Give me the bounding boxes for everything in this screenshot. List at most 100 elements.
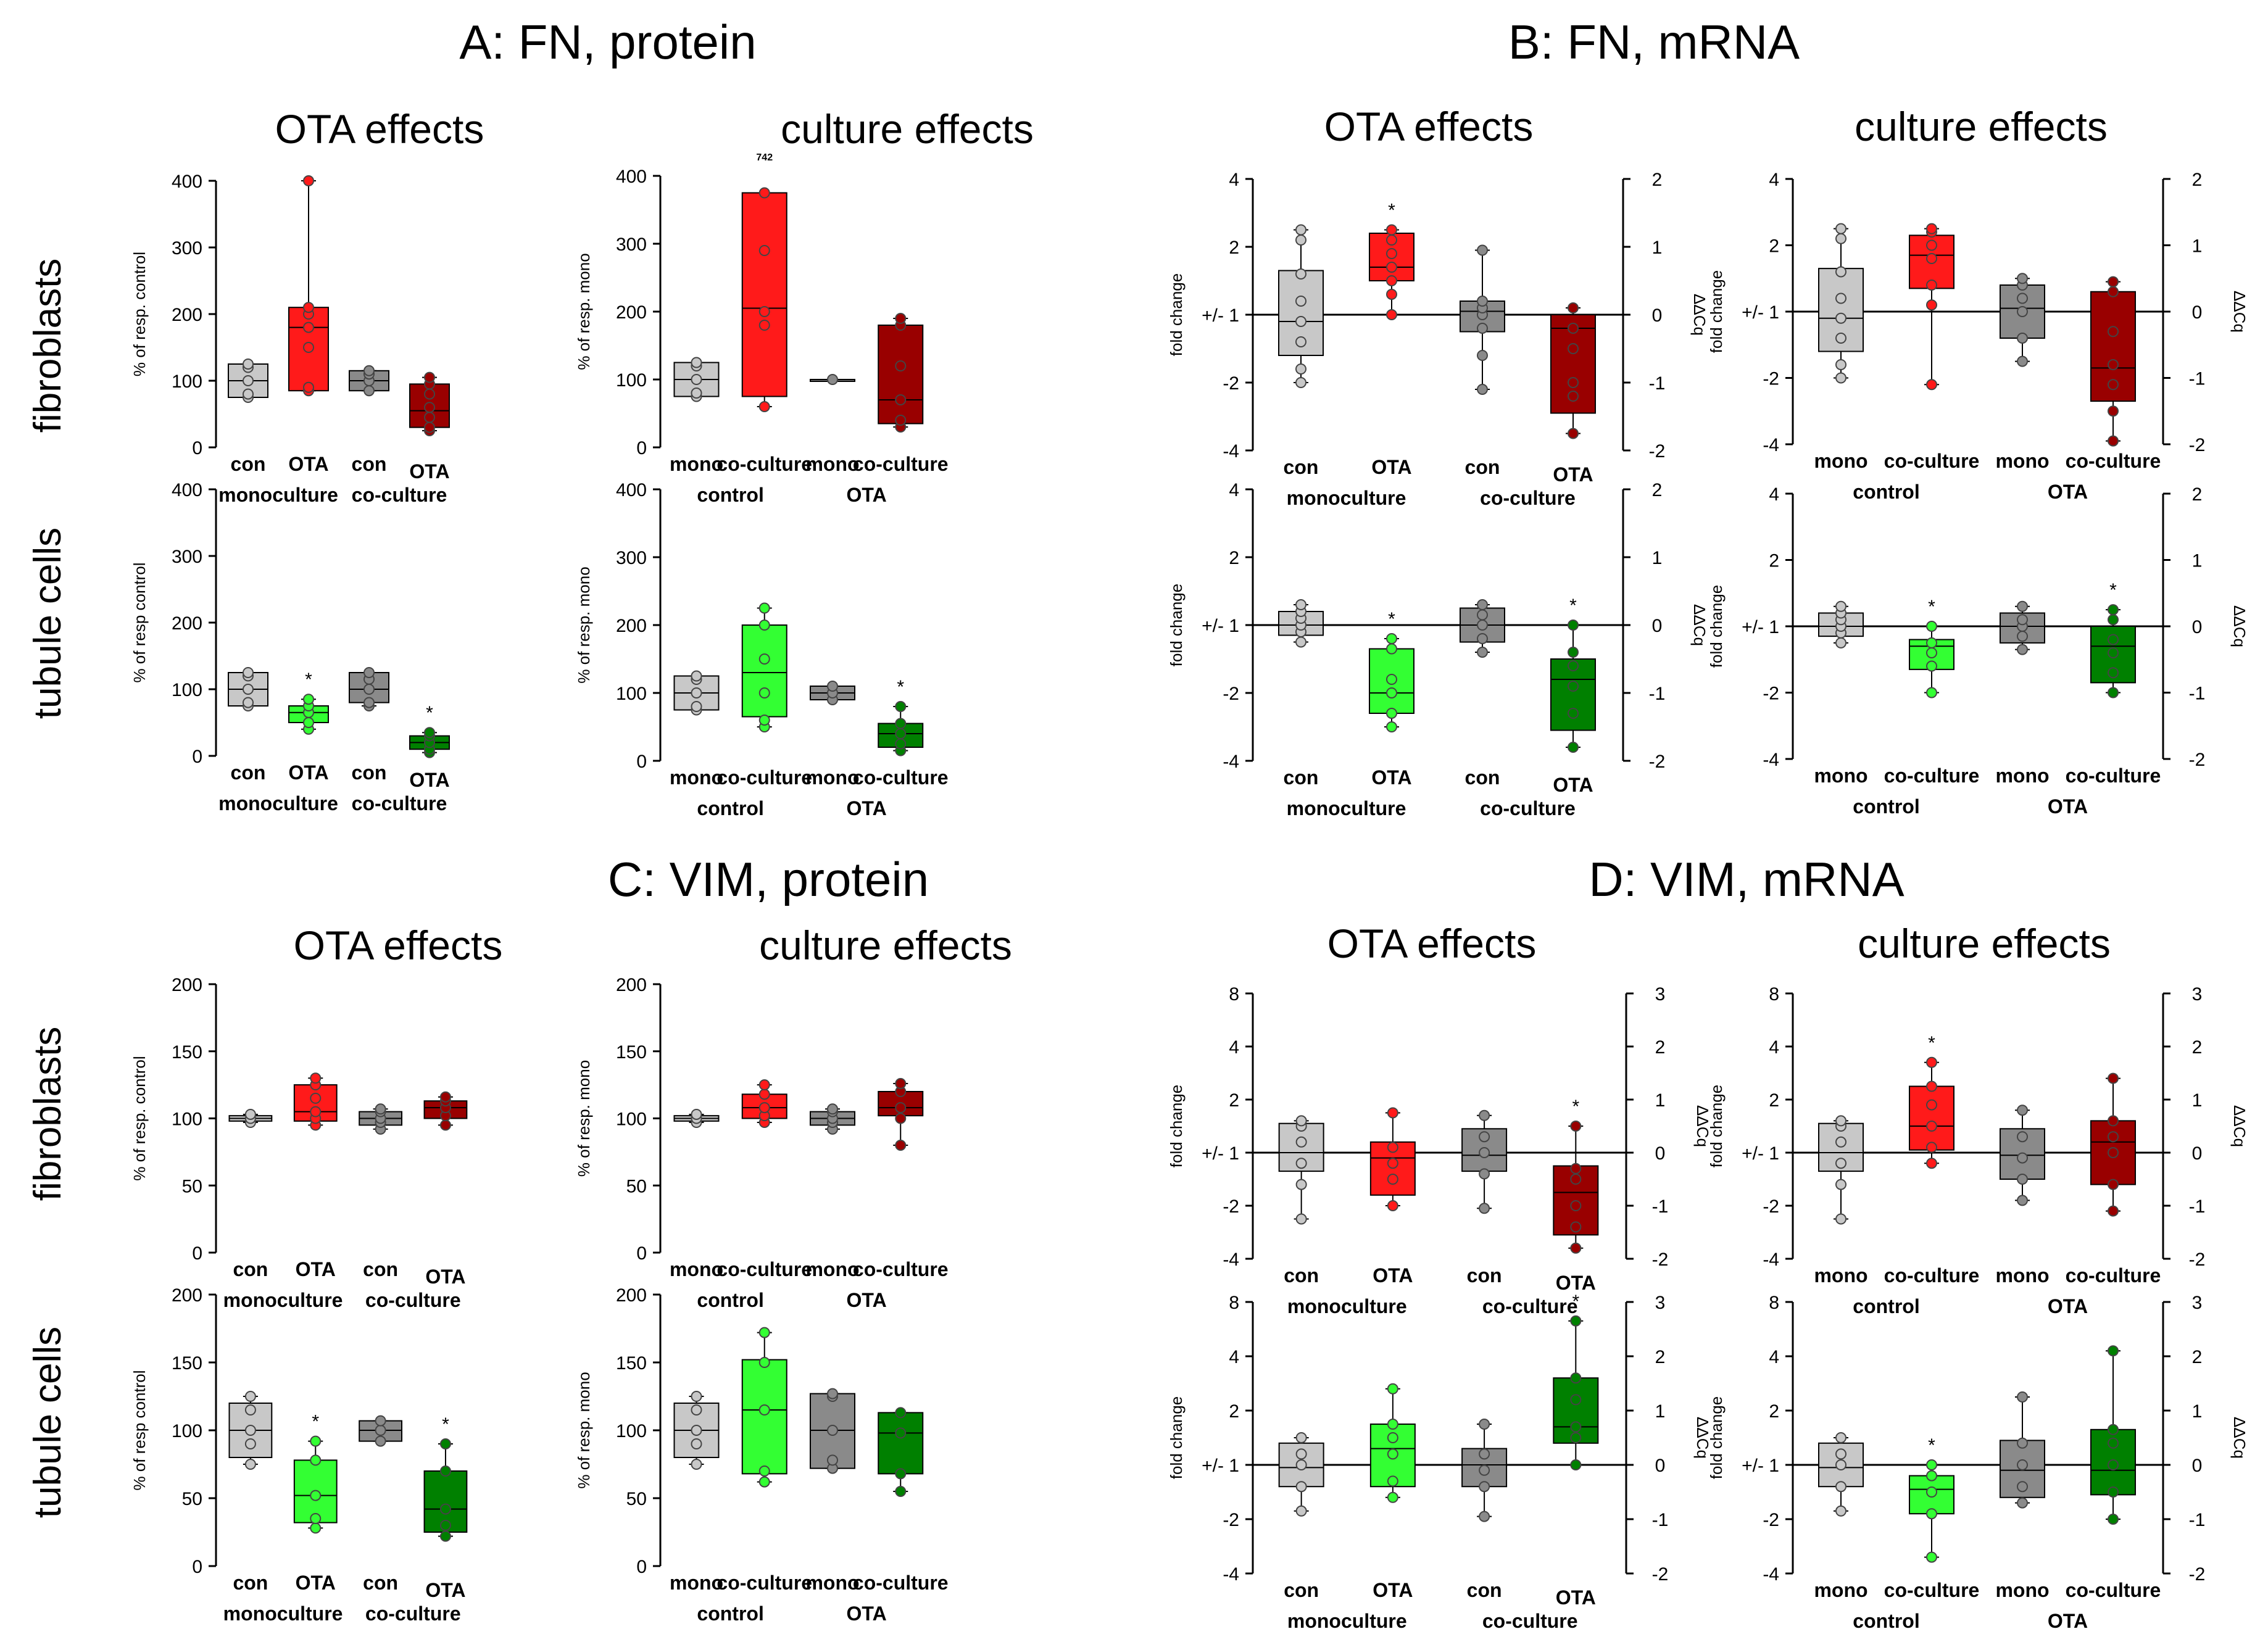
- ddcq-tick-label: 1: [1655, 1401, 1666, 1422]
- category-label: mono: [1995, 1579, 2049, 1601]
- category-label: co-culture: [853, 453, 949, 475]
- category-label: mono: [1814, 450, 1867, 472]
- ddcq-tick-label: -1: [1649, 684, 1666, 704]
- box-darkgray: [810, 374, 855, 385]
- data-point: [424, 727, 435, 739]
- category-label: co-culture: [2066, 450, 2161, 472]
- category-label: OTA: [296, 1572, 336, 1594]
- significance-star: *: [2109, 580, 2117, 600]
- data-point: [1479, 1511, 1490, 1522]
- data-point: [895, 1102, 907, 1114]
- data-point: [1568, 428, 1579, 439]
- data-point: [1926, 1508, 1937, 1520]
- y-tick-label: 100: [172, 371, 202, 392]
- category-label: mono: [805, 766, 859, 789]
- box-green: *: [288, 669, 329, 735]
- group-label: co-culture: [1480, 797, 1576, 819]
- data-point: [1295, 363, 1306, 375]
- significance-star: *: [426, 703, 433, 723]
- data-point: [758, 687, 770, 698]
- data-point: [2017, 631, 2028, 642]
- data-point: [1570, 1459, 1582, 1470]
- data-point: [895, 394, 907, 405]
- data-point: [758, 620, 770, 631]
- data-point: [424, 402, 435, 413]
- data-point: [2017, 1174, 2028, 1185]
- row-label-tubule-bottom: tubule cells: [27, 1327, 69, 1518]
- data-point: [1295, 316, 1306, 327]
- fold-tick-label: -4: [1223, 441, 1239, 462]
- section-title-c-culture: culture effects: [759, 922, 1012, 968]
- group-label: co-culture: [352, 792, 447, 814]
- category-label: co-culture: [853, 1258, 949, 1280]
- group-label: monoculture: [1287, 487, 1406, 509]
- y-tick-label: 50: [626, 1489, 647, 1509]
- data-point: [363, 684, 375, 695]
- ddcq-tick-label: 3: [1655, 984, 1666, 1005]
- y-tick-label: 300: [616, 548, 647, 568]
- box-lightgray: [1278, 224, 1324, 388]
- y-tick-label: 0: [636, 438, 647, 458]
- chart-B4: 4 2 2 1 +/- 1 0 -2 -1 -4 -2 fold change ΔΔCq mono * co…: [1707, 484, 2249, 818]
- chart-D4: 8 3 4 2 2 1 +/- 1 0 -2 -1 -4 -2 fold change ΔΔCq mono *…: [1707, 1293, 2249, 1629]
- group-label: monoculture: [223, 1602, 343, 1625]
- chart-D3: 8 3 4 2 2 1 +/- 1 0 -2 -1 -4 -2 fold change ΔΔCq con OT…: [1167, 1291, 1712, 1629]
- data-point: [1926, 299, 1937, 311]
- data-point: [1835, 333, 1846, 344]
- data-point: [2017, 1131, 2028, 1143]
- group-label: co-culture: [365, 1289, 461, 1311]
- data-point: [303, 302, 314, 313]
- data-point: [1926, 1551, 1937, 1563]
- panel-title-a: A: FN, protein: [459, 15, 756, 69]
- y-tick-label: 200: [172, 305, 202, 325]
- data-point: [1570, 1242, 1582, 1254]
- data-point: [2017, 1391, 2028, 1403]
- category-label: co-culture: [2066, 1264, 2161, 1287]
- y-tick-label: 0: [192, 1243, 202, 1264]
- ddcq-tick-label: -1: [1652, 1196, 1669, 1217]
- category-label: mono: [805, 453, 859, 475]
- y-tick-label: 0: [636, 1557, 647, 1577]
- y-tick-label: 150: [616, 1353, 647, 1374]
- data-point: [1386, 275, 1397, 286]
- box-lightgray: [1818, 1432, 1864, 1517]
- data-point: [1835, 292, 1846, 304]
- data-point: [1926, 223, 1937, 234]
- fold-tick-label: -2: [1763, 369, 1779, 389]
- ddcq-tick-label: 2: [2192, 1347, 2203, 1367]
- data-point: [2108, 276, 2119, 288]
- data-point: [1570, 1315, 1582, 1327]
- y-tick-label: 100: [616, 684, 647, 704]
- chart-D2: 8 3 4 2 2 1 +/- 1 0 -2 -1 -4 -2 fold change ΔΔCq mono *…: [1707, 984, 2249, 1317]
- data-point: [2108, 286, 2119, 297]
- data-point: [691, 1391, 702, 1402]
- box-lightgray: [673, 1108, 720, 1129]
- ddcq-tick-label: -2: [1649, 752, 1666, 772]
- y-axis-label: % of resp. control: [130, 252, 149, 376]
- box-darkgray: [810, 681, 855, 705]
- data-point: [2017, 333, 2028, 344]
- data-point: [1568, 742, 1579, 753]
- ddcq-tick-label: 3: [2192, 984, 2203, 1005]
- box-green: [741, 1327, 787, 1488]
- data-point: [1479, 1168, 1490, 1180]
- data-point: [1926, 1142, 1937, 1153]
- category-label: co-culture: [853, 1572, 949, 1594]
- data-point: [439, 1465, 451, 1477]
- y-axis-label: fold change: [1167, 1085, 1186, 1167]
- box-lightgray: [228, 1108, 273, 1129]
- data-point: [758, 715, 770, 726]
- category-label: mono: [670, 453, 723, 475]
- y-tick-label: 100: [172, 1421, 202, 1441]
- data-point: [1926, 621, 1937, 632]
- data-point: [2017, 1105, 2028, 1116]
- data-point: [310, 1092, 322, 1104]
- data-point: [303, 342, 314, 353]
- fold-tick-label: 4: [1769, 1347, 1779, 1367]
- y-tick-label: 300: [616, 234, 647, 255]
- category-label: OTA: [425, 1579, 465, 1601]
- ddcq-tick-label: 3: [1655, 1293, 1666, 1313]
- ddcq-tick-label: 0: [1652, 305, 1663, 326]
- y2-axis-label: ΔΔCq: [2230, 1105, 2249, 1147]
- data-point: [895, 360, 907, 371]
